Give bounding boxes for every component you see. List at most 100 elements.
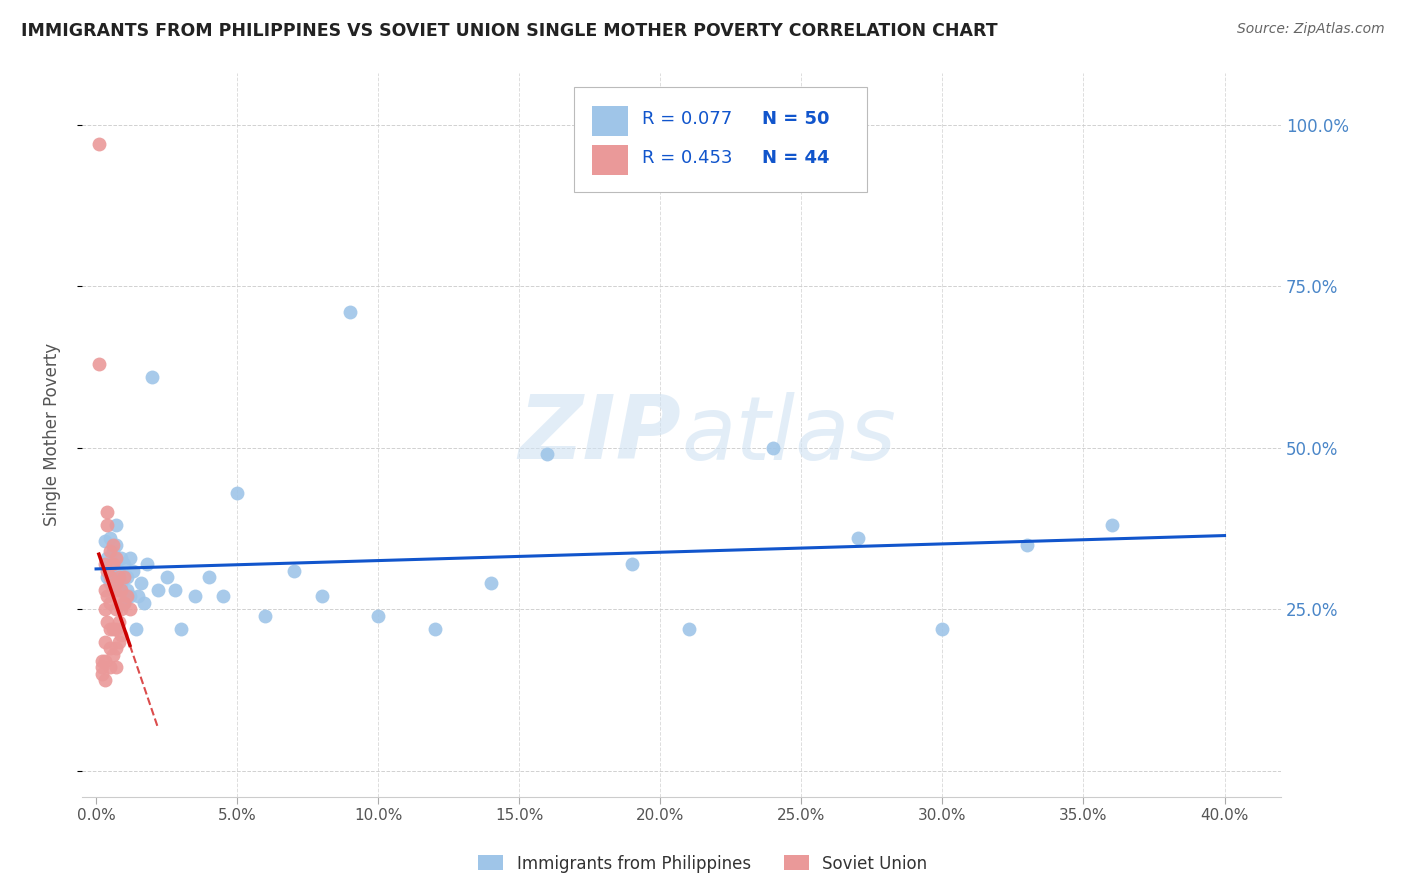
FancyBboxPatch shape — [592, 145, 627, 175]
Point — [98, 531, 121, 545]
Point — [118, 550, 141, 565]
Point — [98, 557, 121, 571]
Text: ZIP: ZIP — [519, 392, 682, 478]
Point — [101, 582, 124, 597]
Point — [101, 544, 124, 558]
Point — [107, 570, 129, 584]
Point — [90, 654, 112, 668]
Point — [479, 576, 502, 591]
Point — [104, 550, 127, 565]
Point — [96, 518, 118, 533]
Point — [107, 634, 129, 648]
Point — [423, 622, 446, 636]
Point — [107, 590, 129, 604]
Point — [762, 441, 785, 455]
Point — [367, 608, 389, 623]
Point — [104, 641, 127, 656]
Point — [141, 369, 163, 384]
Point — [93, 582, 115, 597]
Point — [112, 557, 135, 571]
Point — [104, 602, 127, 616]
Point — [115, 570, 138, 584]
Point — [104, 538, 127, 552]
Point — [931, 622, 953, 636]
Point — [135, 557, 157, 571]
Point — [1101, 518, 1123, 533]
Point — [104, 576, 127, 591]
Point — [254, 608, 277, 623]
Point — [112, 596, 135, 610]
Text: R = 0.077: R = 0.077 — [643, 110, 733, 128]
Point — [98, 544, 121, 558]
Point — [127, 590, 149, 604]
Point — [107, 564, 129, 578]
Point — [112, 570, 135, 584]
Point — [104, 660, 127, 674]
Text: atlas: atlas — [682, 392, 897, 478]
Point — [198, 570, 221, 584]
Text: IMMIGRANTS FROM PHILIPPINES VS SOVIET UNION SINGLE MOTHER POVERTY CORRELATION CH: IMMIGRANTS FROM PHILIPPINES VS SOVIET UN… — [21, 22, 998, 40]
Point — [96, 564, 118, 578]
Point — [96, 590, 118, 604]
Point — [93, 534, 115, 549]
Point — [107, 582, 129, 597]
Point — [170, 622, 193, 636]
Point — [90, 666, 112, 681]
Point — [621, 557, 644, 571]
Point — [165, 582, 187, 597]
Point — [112, 596, 135, 610]
FancyBboxPatch shape — [592, 106, 627, 136]
Point — [101, 538, 124, 552]
Point — [212, 590, 235, 604]
Point — [146, 582, 169, 597]
Point — [93, 602, 115, 616]
Point — [1015, 538, 1038, 552]
Point — [96, 615, 118, 630]
Y-axis label: Single Mother Poverty: Single Mother Poverty — [44, 343, 60, 526]
Point — [101, 557, 124, 571]
Point — [98, 660, 121, 674]
Point — [678, 622, 700, 636]
Point — [93, 654, 115, 668]
Point — [96, 505, 118, 519]
Point — [98, 570, 121, 584]
Point — [118, 590, 141, 604]
Point — [96, 550, 118, 565]
Point — [118, 602, 141, 616]
Point — [339, 305, 361, 319]
Point — [98, 596, 121, 610]
Point — [283, 564, 305, 578]
Point — [124, 622, 146, 636]
Point — [87, 136, 110, 151]
Point — [132, 596, 155, 610]
FancyBboxPatch shape — [574, 87, 868, 193]
Point — [87, 357, 110, 371]
Point — [107, 615, 129, 630]
Point — [110, 602, 132, 616]
Point — [110, 628, 132, 642]
Point — [115, 590, 138, 604]
Point — [226, 486, 249, 500]
Point — [536, 447, 558, 461]
Text: R = 0.453: R = 0.453 — [643, 149, 733, 167]
Point — [93, 557, 115, 571]
Point — [129, 576, 152, 591]
Legend: Immigrants from Philippines, Soviet Union: Immigrants from Philippines, Soviet Unio… — [471, 848, 935, 880]
Point — [104, 518, 127, 533]
Point — [93, 634, 115, 648]
Point — [110, 582, 132, 597]
Point — [846, 531, 869, 545]
Point — [115, 582, 138, 597]
Text: N = 44: N = 44 — [762, 149, 830, 167]
Point — [101, 570, 124, 584]
Point — [110, 576, 132, 591]
Point — [90, 660, 112, 674]
Point — [104, 622, 127, 636]
Text: Source: ZipAtlas.com: Source: ZipAtlas.com — [1237, 22, 1385, 37]
Point — [98, 622, 121, 636]
Point — [96, 570, 118, 584]
Point — [98, 641, 121, 656]
Point — [98, 576, 121, 591]
Point — [101, 648, 124, 662]
Text: N = 50: N = 50 — [762, 110, 830, 128]
